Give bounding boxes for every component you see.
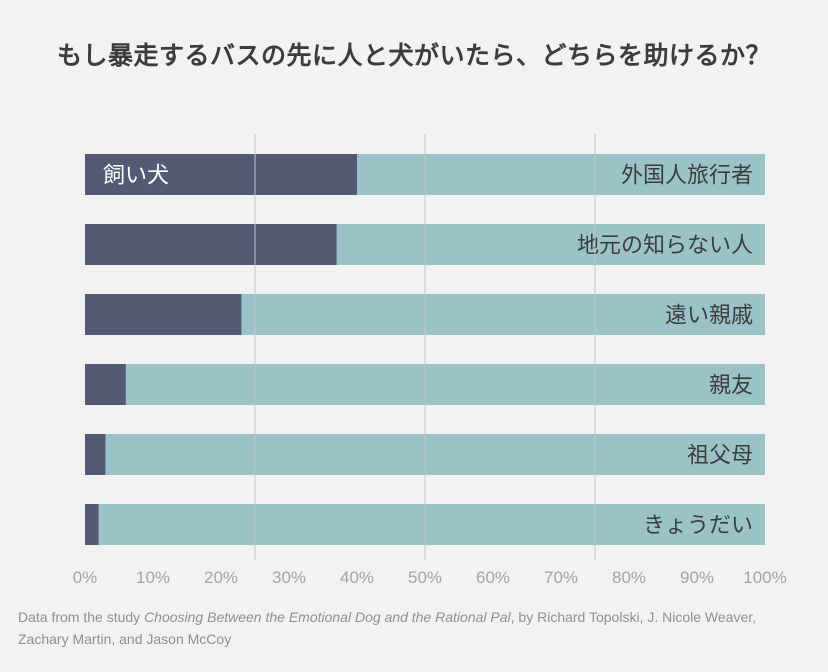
- dog-bar: [85, 434, 106, 475]
- dog-bar: [85, 504, 99, 545]
- chart-title: もし暴走するバスの先に人と犬がいたら、どちらを助けるか？: [56, 41, 771, 70]
- dog-bar: [85, 364, 126, 405]
- source-note: Data from the study Choosing Between the…: [18, 606, 808, 650]
- dog-bar: [85, 224, 337, 265]
- x-tick-label: 50%: [408, 568, 442, 587]
- source-prefix: Data from the study: [18, 609, 145, 625]
- x-tick-label: 60%: [476, 568, 510, 587]
- x-tick-label: 10%: [136, 568, 170, 587]
- category-label: 外国人旅行者: [621, 164, 753, 189]
- series-label-dog: 飼い犬: [103, 164, 169, 189]
- x-tick-label: 90%: [680, 568, 714, 587]
- source-study-title: Choosing Between the Emotional Dog and t…: [144, 609, 511, 625]
- x-tick-label: 0%: [73, 568, 98, 587]
- dog-bar: [85, 154, 357, 195]
- x-tick-label: 70%: [544, 568, 578, 587]
- x-tick-label: 20%: [204, 568, 238, 587]
- dog-bar: [85, 294, 242, 335]
- category-label: 地元の知らない人: [577, 234, 753, 259]
- category-label: 祖父母: [687, 444, 753, 469]
- category-label: きょうだい: [643, 514, 753, 539]
- category-label: 遠い親戚: [665, 304, 753, 329]
- x-tick-label: 100%: [743, 568, 786, 587]
- x-tick-label: 30%: [272, 568, 306, 587]
- source-suffix: , by Richard Topolski, J. Nicole Weaver,…: [18, 609, 757, 647]
- x-tick-label: 80%: [612, 568, 646, 587]
- x-tick-label: 40%: [340, 568, 374, 587]
- category-label: 親友: [709, 374, 753, 399]
